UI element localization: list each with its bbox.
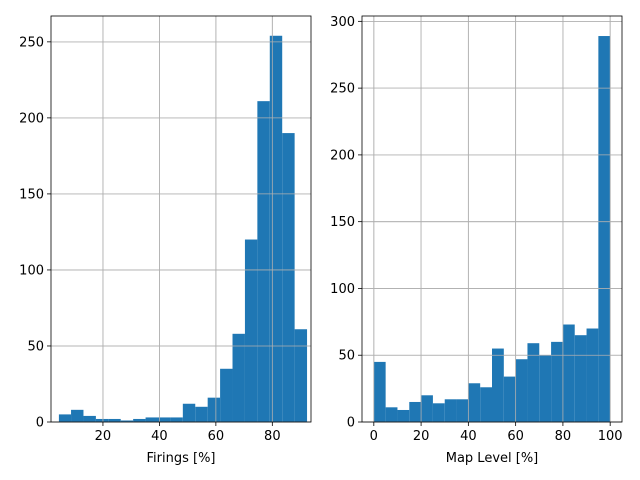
x-axis-label: Map Level [%]: [446, 451, 539, 466]
histogram-bar: [83, 415, 96, 422]
histogram-bar: [539, 355, 552, 422]
histogram-bar: [574, 335, 587, 422]
histogram-bar: [58, 414, 72, 422]
y-tick-label: 300: [330, 15, 355, 30]
y-tick-label: 250: [19, 35, 44, 50]
y-tick-label: 150: [19, 187, 44, 202]
histogram-bar: [492, 348, 504, 422]
histogram-bar: [586, 328, 599, 422]
histogram-bar: [385, 407, 398, 422]
histogram-bar: [515, 359, 528, 422]
x-tick-label: 40: [151, 429, 168, 444]
histogram-bar: [373, 361, 386, 422]
histogram-bar: [133, 418, 146, 422]
histogram-bar: [95, 418, 109, 422]
histogram-bar: [527, 343, 540, 422]
x-tick-label: 80: [555, 429, 572, 444]
histogram-bar: [282, 133, 295, 423]
histogram-bar: [444, 399, 457, 422]
histogram-bar: [397, 409, 410, 422]
histogram-bar: [598, 36, 611, 422]
histogram-bar: [108, 418, 121, 422]
histogram-bar: [232, 333, 245, 422]
left-histogram-panel: 20 40 60 80 0 50 100 150 200 250 Firings [%]: [19, 15, 312, 466]
histogram-bar: [120, 420, 134, 422]
axes-frame: [361, 15, 623, 423]
histogram-bar: [157, 417, 171, 422]
right-histogram-panel: 0 20 40 60 80 100 0 50 100 150 200 250 300 Map Level …: [330, 15, 622, 466]
axes-frame: [50, 15, 312, 423]
histogram-bar: [480, 387, 492, 422]
y-tick-label: 100: [19, 263, 44, 278]
y-tick-label: 50: [338, 349, 355, 364]
histogram-bar: [562, 324, 575, 422]
y-tick-label: 150: [330, 215, 355, 230]
x-tick-label: 100: [598, 429, 623, 444]
y-tick-label: 200: [330, 148, 355, 163]
histogram-bar: [195, 406, 208, 422]
histogram-bar: [269, 35, 283, 422]
x-tick-label: 60: [507, 429, 524, 444]
histogram-bar: [257, 101, 270, 422]
histogram-bar: [145, 417, 158, 422]
histogram-bar: [409, 401, 422, 422]
histogram-bar: [421, 395, 433, 422]
y-tick-label: 0: [36, 416, 44, 431]
y-tick-label: 250: [330, 82, 355, 97]
histogram-bar: [468, 383, 481, 422]
x-tick-label: 60: [208, 429, 225, 444]
y-tick-label: 100: [330, 282, 355, 297]
x-tick-label: 20: [95, 429, 112, 444]
histogram-bar: [294, 329, 308, 422]
x-tick-label: 0: [370, 429, 378, 444]
y-tick-label: 0: [347, 416, 355, 431]
histogram-bar: [503, 376, 516, 422]
histogram-bar: [170, 417, 183, 422]
x-tick-label: 80: [264, 429, 281, 444]
x-axis-label: Firings [%]: [147, 451, 216, 466]
y-tick-label: 200: [19, 111, 44, 126]
x-tick-label: 40: [460, 429, 477, 444]
histogram-bar: [71, 409, 84, 422]
histogram-bar: [244, 239, 258, 422]
y-tick-label: 50: [27, 339, 44, 354]
histogram-bar: [432, 403, 445, 422]
histogram-bar: [551, 341, 563, 422]
histogram-bar: [220, 368, 233, 422]
histogram-bar: [182, 403, 196, 422]
x-tick-label: 20: [413, 429, 430, 444]
histogram-bar: [207, 397, 221, 422]
histogram-bar: [456, 399, 469, 422]
